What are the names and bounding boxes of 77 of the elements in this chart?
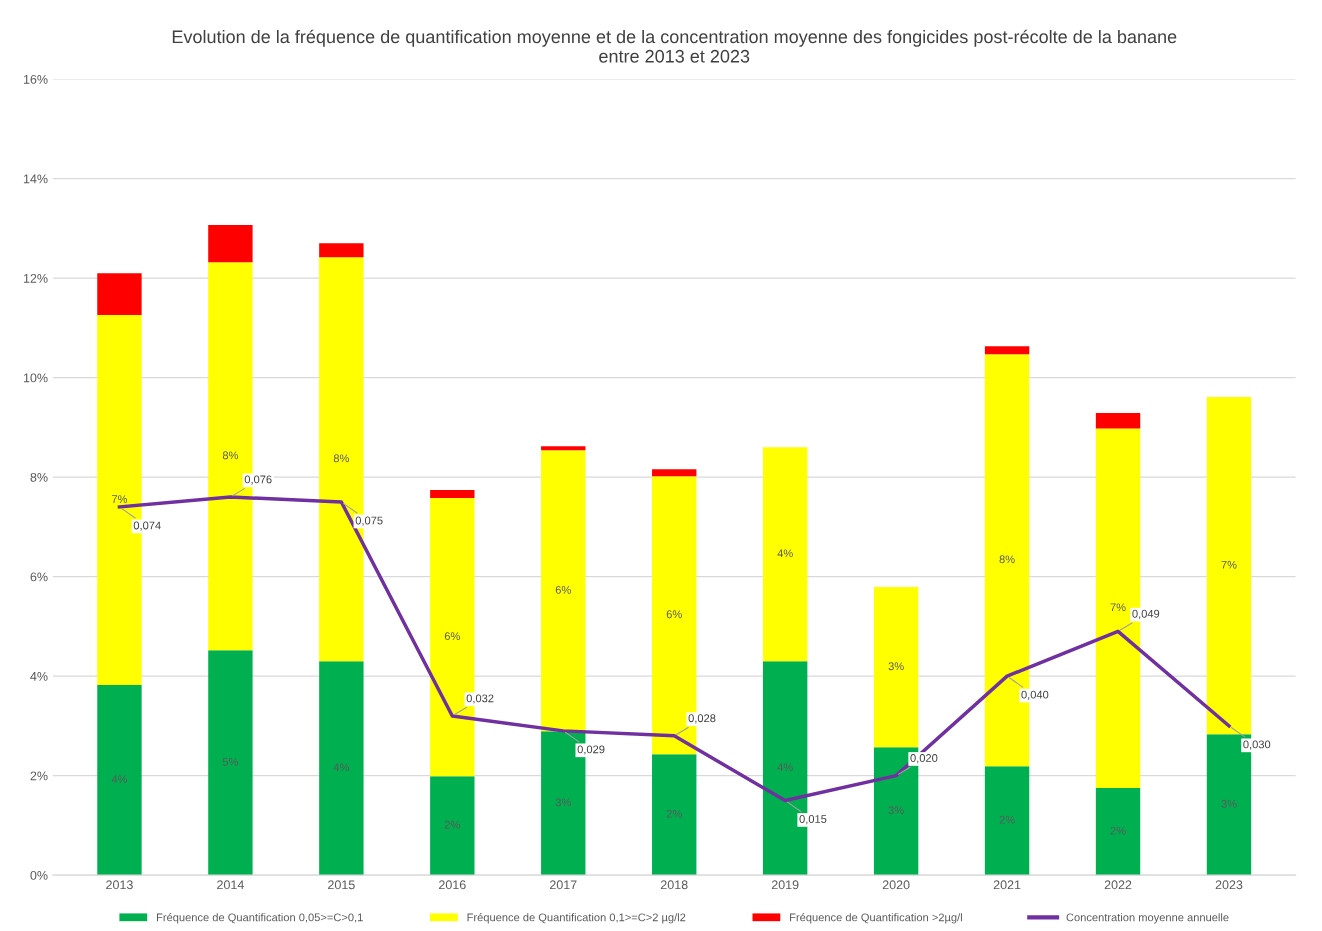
y-tick-label: 8% — [30, 472, 48, 482]
data-label: 0,049 — [1132, 609, 1160, 619]
data-label: 3% — [555, 798, 571, 807]
data-label: 7% — [1221, 560, 1237, 569]
data-label: 2% — [1110, 826, 1126, 835]
data-label: 2% — [666, 809, 682, 818]
data-label: 4% — [333, 763, 349, 772]
bar — [1095, 788, 1141, 876]
bar — [97, 685, 142, 876]
legend-label: Fréquence de Quantification 0,1>=C>2 µg/l2 — [467, 913, 686, 924]
data-label: 8% — [222, 451, 239, 460]
bar — [208, 650, 253, 876]
bar — [1206, 397, 1252, 735]
data-label: 0,020 — [910, 754, 938, 764]
bar — [541, 450, 586, 732]
y-tick-label: 14% — [23, 174, 48, 184]
legend-label: Fréquence de Quantification 0,05>=C>0,1 — [156, 913, 363, 924]
data-label: 8% — [333, 454, 349, 463]
data-label: 0,032 — [466, 694, 494, 704]
bar — [319, 661, 364, 876]
data-label: 0,076 — [244, 475, 272, 485]
data-label: 0,029 — [577, 745, 605, 755]
data-label: 5% — [222, 757, 239, 766]
data-label: 8% — [999, 555, 1015, 564]
data-label: 0,040 — [1021, 690, 1049, 700]
data-label: 2% — [444, 820, 460, 829]
x-tick-label: 2015 — [328, 880, 355, 890]
data-label: 7% — [111, 495, 128, 503]
data-label: 6% — [444, 632, 460, 641]
data-label: 7% — [1110, 603, 1126, 612]
data-label: 0,015 — [799, 815, 827, 825]
data-label: 6% — [666, 610, 682, 619]
data-label: 2% — [999, 815, 1015, 824]
y-tick-label: 2% — [30, 771, 48, 781]
y-tick-label: 16% — [23, 74, 48, 84]
bar — [430, 490, 475, 499]
x-tick-label: 2020 — [882, 880, 910, 890]
data-label: 4% — [111, 775, 128, 784]
data-label: 3% — [1221, 799, 1237, 808]
legend-label: Fréquence de Quantification >2µg/l — [790, 913, 962, 924]
data-label: 4% — [777, 763, 793, 772]
bar — [984, 346, 1030, 355]
x-tick-label: 2019 — [771, 880, 799, 890]
x-tick-label: 2017 — [549, 880, 577, 890]
bar — [319, 243, 364, 258]
x-tick-label: 2014 — [217, 880, 244, 890]
bar — [541, 446, 586, 451]
y-tick-label: 4% — [30, 671, 48, 681]
y-tick-label: 6% — [30, 572, 48, 582]
data-label: 3% — [888, 662, 904, 671]
data-label: 4% — [777, 549, 793, 558]
x-tick-label: 2022 — [1104, 880, 1132, 890]
data-label: 0,028 — [688, 714, 716, 724]
bar — [984, 766, 1030, 876]
bar — [873, 587, 919, 748]
bar — [652, 754, 697, 876]
y-tick-label: 10% — [23, 373, 48, 383]
x-tick-label: 2013 — [106, 880, 133, 890]
chart-title: Evolution de la fréquence de quantification moyenne et de la concentration moyenne des fongicides post-récolte de la banane entre 2013 et 2023 — [172, 29, 1177, 63]
y-tick-label: 12% — [23, 273, 48, 283]
bar — [208, 224, 253, 263]
legend-label: Concentration moyenne annuelle — [1066, 913, 1229, 924]
x-tick-label: 2018 — [660, 880, 688, 890]
x-tick-label: 2021 — [993, 880, 1021, 890]
data-label: 3% — [888, 806, 904, 815]
data-label: 6% — [555, 585, 571, 594]
x-tick-label: 2016 — [439, 880, 466, 890]
bar — [762, 447, 808, 662]
bar — [430, 776, 475, 876]
bar — [1095, 412, 1141, 429]
data-label: 0,030 — [1243, 740, 1271, 750]
y-tick-label: 0% — [30, 870, 48, 880]
data-label: 0,074 — [133, 521, 161, 531]
bar — [97, 273, 142, 315]
bar — [652, 469, 697, 477]
data-label: 0,075 — [355, 516, 383, 526]
x-tick-label: 2023 — [1215, 880, 1243, 890]
